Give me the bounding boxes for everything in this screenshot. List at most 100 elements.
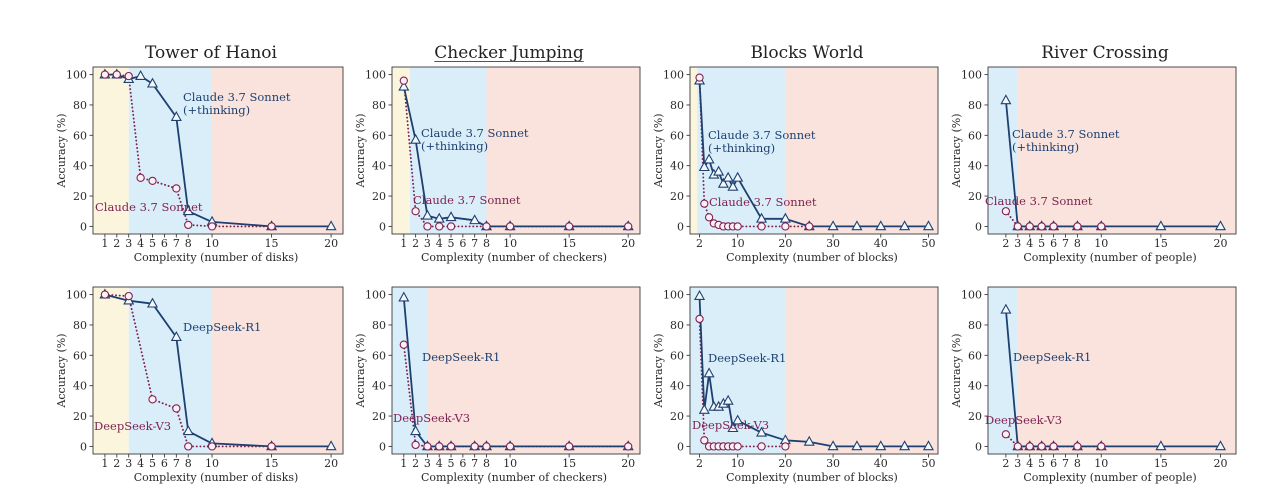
reasoning-model-point — [1214, 220, 1227, 231]
y-tick-label: 80 — [670, 99, 684, 112]
chart-title: River Crossing — [1041, 43, 1169, 63]
x-tick-label: 8 — [185, 457, 192, 470]
standard-model-point — [148, 176, 157, 186]
x-axis-label: Complexity (number of disks) — [134, 251, 299, 264]
subplot-tower-of-hanoi-claude: 0 20 40 60 80 100 1 2 3 4 5 6 7 8 10 15 20 Complexity (nu… — [55, 43, 344, 264]
standard-model-point — [700, 436, 709, 445]
x-tick-label: 6 — [1050, 237, 1057, 250]
x-tick-label: 8 — [483, 237, 490, 250]
standard-model-point — [624, 222, 633, 231]
x-tick-label: 20 — [778, 457, 792, 470]
standard-model-point — [267, 222, 276, 231]
standard-model-point — [446, 222, 456, 231]
x-tick-label: 6 — [161, 457, 168, 470]
standard-model-point — [207, 442, 217, 451]
standard-model-point — [564, 442, 574, 451]
x-axis-label: Complexity (number of checkers) — [421, 471, 607, 484]
reasoning-model-point — [182, 425, 194, 436]
x-tick-label: 5 — [448, 457, 455, 470]
y-tick-label: 40 — [670, 160, 684, 173]
x-tick-label: 5 — [1038, 237, 1045, 250]
reasoning-model-label: Claude 3.7 Sonnet — [421, 126, 529, 140]
x-tick-label: 15 — [265, 237, 279, 250]
x-tick-label: 15 — [562, 237, 576, 250]
x-axis-label: Complexity (number of checkers) — [421, 251, 607, 264]
reasoning-model-label: Claude 3.7 Sonnet — [1012, 127, 1120, 141]
y-tick-label: 80 — [73, 319, 87, 332]
subplot-checker-jumping-claude: 0 20 40 60 80 100 1 2 3 4 5 6 7 8 10 15 20 Complexity (nu… — [354, 43, 641, 264]
x-tick-label: 1 — [101, 237, 108, 250]
reasoning-model-label: DeepSeek-R1 — [1013, 350, 1091, 364]
standard-model-point — [733, 442, 742, 451]
x-tick-label: 2 — [696, 237, 703, 250]
standard-model-label: Claude 3.7 Sonnet — [709, 195, 817, 209]
reasoning-model-point — [851, 220, 863, 231]
x-tick-label: 3 — [125, 457, 132, 470]
reasoning-model-point — [433, 212, 445, 223]
complexity-regime-band — [427, 287, 640, 454]
complexity-regime-band — [128, 67, 213, 234]
reasoning-model-point — [146, 297, 159, 308]
y-tick-label: 60 — [73, 129, 87, 142]
standard-model-point — [124, 71, 133, 81]
x-tick-label: 20 — [324, 237, 338, 250]
reasoning-model-point — [756, 426, 768, 437]
x-tick-label: 2 — [113, 457, 120, 470]
standard-model-point — [100, 70, 110, 79]
reasoning-model-point — [182, 205, 194, 216]
y-tick-label: 60 — [670, 129, 684, 142]
x-tick-label: 10 — [205, 457, 219, 470]
reasoning-model-point — [875, 220, 887, 231]
reasoning-model-point — [899, 220, 911, 231]
x-tick-label: 2 — [412, 237, 419, 250]
standard-model-point — [148, 395, 157, 404]
x-tick-label: 2 — [1002, 457, 1009, 470]
x-tick-label: 7 — [173, 457, 180, 470]
reasoning-model-point — [899, 440, 911, 451]
complexity-regime-band — [988, 287, 1018, 454]
y-axis-label: Accuracy (%) — [652, 113, 665, 188]
reasoning-model-point — [756, 212, 768, 223]
standard-model-point — [1073, 442, 1082, 451]
reasoning-model-point — [722, 394, 734, 405]
reasoning-model-point — [698, 161, 710, 172]
complexity-regime-band — [1017, 287, 1236, 454]
reasoning-model-label: DeepSeek-R1 — [708, 351, 786, 365]
y-tick-label: 0 — [379, 440, 386, 453]
x-axis-label: Complexity (number of blocks) — [726, 251, 898, 264]
y-tick-label: 60 — [968, 349, 982, 362]
reasoning-model-point — [410, 133, 422, 144]
complexity-regime-band — [93, 67, 129, 234]
chart-title: Tower of Hanoi — [145, 43, 277, 63]
y-tick-label: 20 — [670, 410, 684, 423]
x-tick-label: 4 — [436, 457, 443, 470]
complexity-regime-band — [212, 287, 343, 454]
y-axis-label: Accuracy (%) — [354, 333, 367, 408]
x-tick-label: 20 — [778, 237, 792, 250]
reasoning-model-label: (+thinking) — [421, 139, 488, 153]
standard-model-point — [184, 442, 193, 451]
axes-frame — [689, 286, 939, 455]
y-tick-label: 0 — [975, 440, 982, 453]
standard-model-point — [172, 184, 181, 193]
y-tick-label: 20 — [968, 410, 982, 423]
standard-model-point — [399, 76, 408, 85]
standard-model-label: DeepSeek-V3 — [692, 418, 769, 432]
x-tick-label: 20 — [1214, 237, 1228, 250]
y-tick-label: 40 — [968, 380, 982, 393]
standard-model-point — [781, 442, 790, 451]
reasoning-model-point — [469, 214, 481, 225]
x-tick-label: 2 — [412, 457, 419, 470]
reasoning-model-label: Claude 3.7 Sonnet — [708, 128, 816, 142]
standard-model-point — [136, 173, 145, 182]
x-tick-label: 3 — [1014, 457, 1021, 470]
reasoning-model-point — [722, 171, 734, 182]
x-tick-label: 6 — [1050, 457, 1057, 470]
reasoning-model-point — [727, 422, 739, 433]
y-tick-label: 40 — [968, 160, 982, 173]
y-tick-label: 100 — [66, 69, 87, 82]
standard-model-point — [1073, 222, 1082, 231]
standard-model-point — [1037, 222, 1046, 231]
x-tick-label: 2 — [113, 237, 120, 250]
